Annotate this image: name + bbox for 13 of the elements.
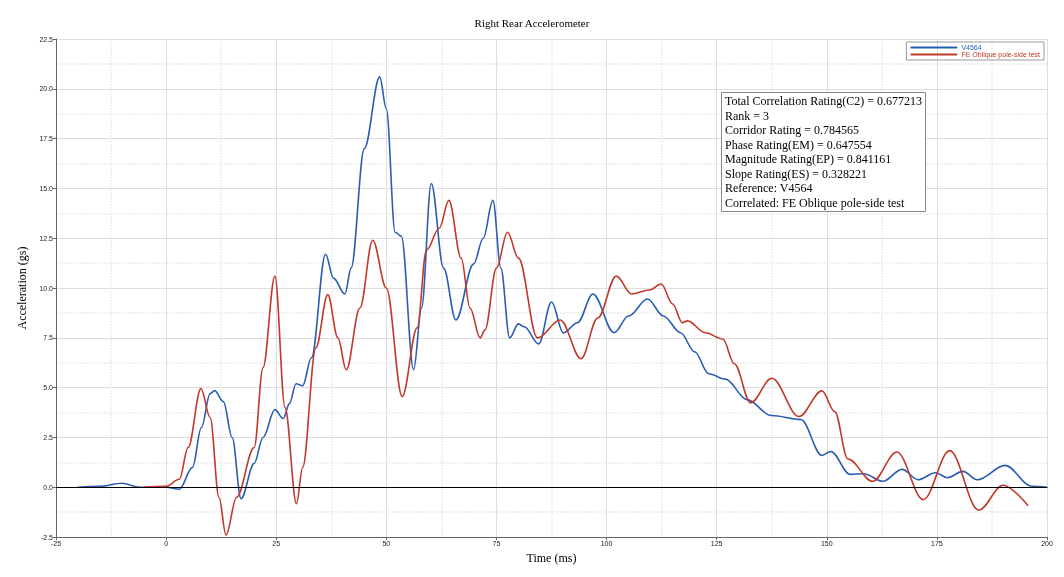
annotation: Reference: V4564 xyxy=(725,181,813,196)
line-series xyxy=(77,76,1048,500)
annotation: Magnitude Rating(EP) = 0.841161 xyxy=(725,152,892,167)
annotation: Phase Rating(EM) = 0.647554 xyxy=(725,137,872,152)
annotation: Correlated: FE Oblique pole-side test xyxy=(725,195,905,210)
line-series xyxy=(143,199,1029,536)
y-axis-title: Acceleration (gs) xyxy=(15,246,29,330)
annotation: Corridor Rating = 0.784565 xyxy=(725,123,860,138)
annotation: Slope Rating(ES) = 0.328221 xyxy=(725,166,868,181)
chart-title: Right Rear Accelerometer xyxy=(474,16,590,29)
annotation: Rank = 3 xyxy=(725,108,770,123)
annotation: Total Correlation Rating(C2) = 0.677213 xyxy=(725,94,922,109)
x-axis-title: Time (ms) xyxy=(526,551,577,565)
